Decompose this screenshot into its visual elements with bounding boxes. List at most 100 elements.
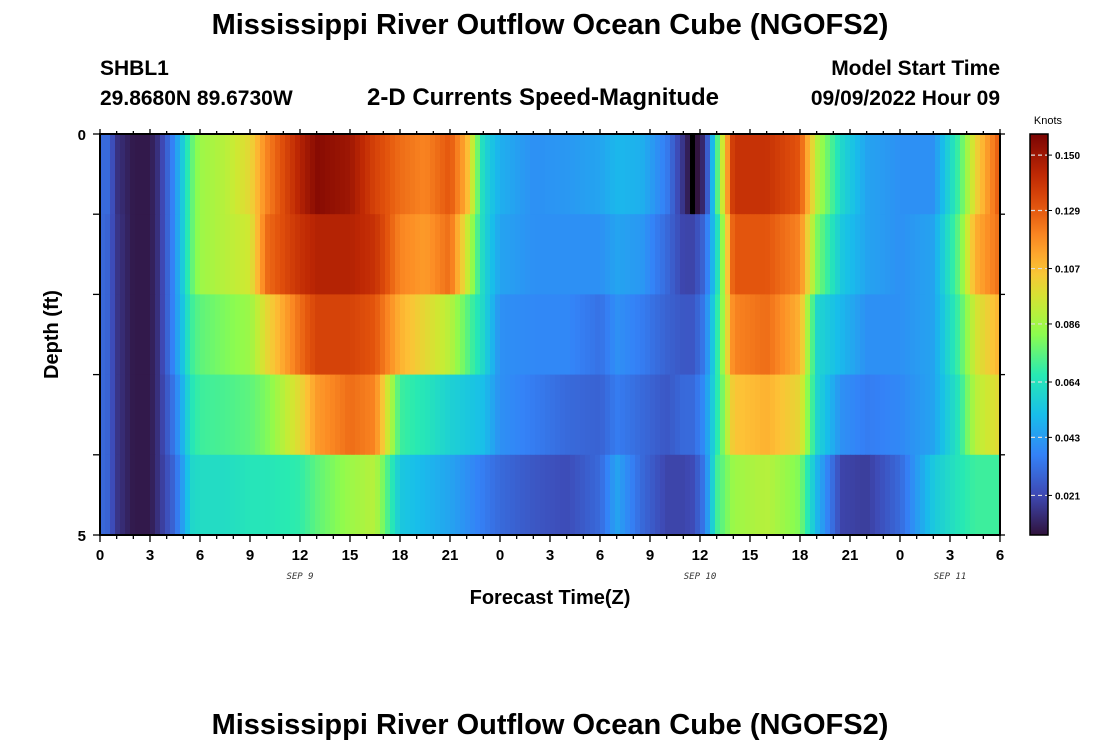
- heatmap-cell: [775, 374, 781, 456]
- heatmap-cell: [360, 134, 366, 215]
- heatmap-cell: [885, 214, 891, 295]
- heatmap-cell: [490, 454, 496, 536]
- heatmap-cell: [565, 454, 571, 536]
- heatmap-cell: [440, 134, 446, 215]
- heatmap-cell: [925, 454, 931, 536]
- heatmap-cell: [885, 374, 891, 456]
- heatmap-cell: [335, 134, 341, 215]
- heatmap-cell: [815, 294, 821, 376]
- heatmap-cell: [590, 214, 596, 295]
- heatmap-cell: [465, 214, 471, 295]
- heatmap-cell: [675, 374, 681, 456]
- x-tick-label: 9: [246, 547, 254, 564]
- heatmap-cell: [680, 454, 686, 536]
- heatmap-cell: [300, 374, 306, 456]
- model-start-label: Model Start Time: [831, 57, 1000, 80]
- heatmap-cell: [550, 294, 556, 376]
- heatmap-cell: [300, 294, 306, 376]
- heatmap-cell: [320, 294, 326, 376]
- heatmap-cell: [980, 214, 986, 295]
- heatmap-cell: [545, 134, 551, 215]
- heatmap-cell: [145, 374, 151, 456]
- heatmap-cell: [100, 374, 106, 456]
- heatmap-cell: [740, 134, 746, 215]
- heatmap-cell: [120, 454, 126, 536]
- heatmap-cell: [430, 294, 436, 376]
- heatmap-cell: [255, 134, 261, 215]
- heatmap-cell: [960, 134, 966, 215]
- heatmap-cell: [250, 374, 256, 456]
- x-tick-label: 3: [146, 547, 154, 564]
- heatmap-cell: [650, 454, 656, 536]
- heatmap-cell: [295, 454, 301, 536]
- heatmap-cell: [890, 134, 896, 215]
- heatmap-cell: [325, 134, 331, 215]
- heatmap-cell: [525, 214, 531, 295]
- heatmap-cell: [535, 214, 541, 295]
- heatmap-cell: [135, 374, 141, 456]
- heatmap-cell: [975, 214, 981, 295]
- heatmap-cell: [400, 294, 406, 376]
- heatmap-cell: [855, 214, 861, 295]
- heatmap-cell: [420, 294, 426, 376]
- heatmap-cell: [125, 294, 131, 376]
- heatmap-cell: [190, 374, 196, 456]
- heatmap-cell: [400, 454, 406, 536]
- heatmap-cell: [345, 374, 351, 456]
- heatmap-cell: [780, 454, 786, 536]
- heatmap-cell: [360, 454, 366, 536]
- heatmap-cell: [700, 374, 706, 456]
- heatmap-cell: [620, 134, 626, 215]
- heatmap-cell: [785, 134, 791, 215]
- heatmap-cell: [490, 294, 496, 376]
- heatmap-cell: [330, 134, 336, 215]
- heatmap-cell: [755, 454, 761, 536]
- heatmap-cell: [700, 134, 706, 215]
- heatmap-cell: [130, 374, 136, 456]
- heatmap-cell: [520, 214, 526, 295]
- heatmap-cell: [940, 214, 946, 295]
- heatmap-cell: [295, 294, 301, 376]
- heatmap-cell: [435, 454, 441, 536]
- heatmap-cell: [925, 214, 931, 295]
- heatmap-cell: [240, 374, 246, 456]
- heatmap-cell: [410, 294, 416, 376]
- heatmap-cell: [975, 294, 981, 376]
- heatmap-cell: [470, 134, 476, 215]
- heatmap-cell: [740, 374, 746, 456]
- heatmap-cell: [490, 374, 496, 456]
- heatmap-cell: [250, 454, 256, 536]
- heatmap-cell: [615, 294, 621, 376]
- heatmap-cell: [445, 134, 451, 215]
- station-coordinates: 29.8680N 89.6730W: [100, 87, 293, 110]
- heatmap-cell: [445, 374, 451, 456]
- heatmap-cell: [700, 214, 706, 295]
- heatmap-cell: [510, 294, 516, 376]
- heatmap-cell: [375, 294, 381, 376]
- heatmap-cell: [495, 134, 501, 215]
- heatmap-cell: [805, 374, 811, 456]
- heatmap-cell: [930, 214, 936, 295]
- heatmap-cell: [100, 454, 106, 536]
- heatmap-cell: [745, 294, 751, 376]
- heatmap-cell: [375, 134, 381, 215]
- heatmap-cell: [950, 374, 956, 456]
- heatmap-cell: [675, 454, 681, 536]
- heatmap-cell: [395, 134, 401, 215]
- heatmap-cell: [410, 214, 416, 295]
- heatmap-cell: [440, 294, 446, 376]
- heatmap-cell: [715, 374, 721, 456]
- heatmap-cell: [500, 134, 506, 215]
- heatmap-cell: [290, 374, 296, 456]
- heatmap-cell: [710, 134, 716, 215]
- heatmap-cell: [900, 454, 906, 536]
- heatmap-cell: [260, 454, 266, 536]
- heatmap-cell: [330, 374, 336, 456]
- heatmap-cell: [880, 134, 886, 215]
- heatmap-cell: [475, 214, 481, 295]
- heatmap-cell: [645, 214, 651, 295]
- heatmap-cell: [530, 134, 536, 215]
- heatmap-cell: [925, 294, 931, 376]
- heatmap-cell: [205, 294, 211, 376]
- heatmap-cell: [870, 294, 876, 376]
